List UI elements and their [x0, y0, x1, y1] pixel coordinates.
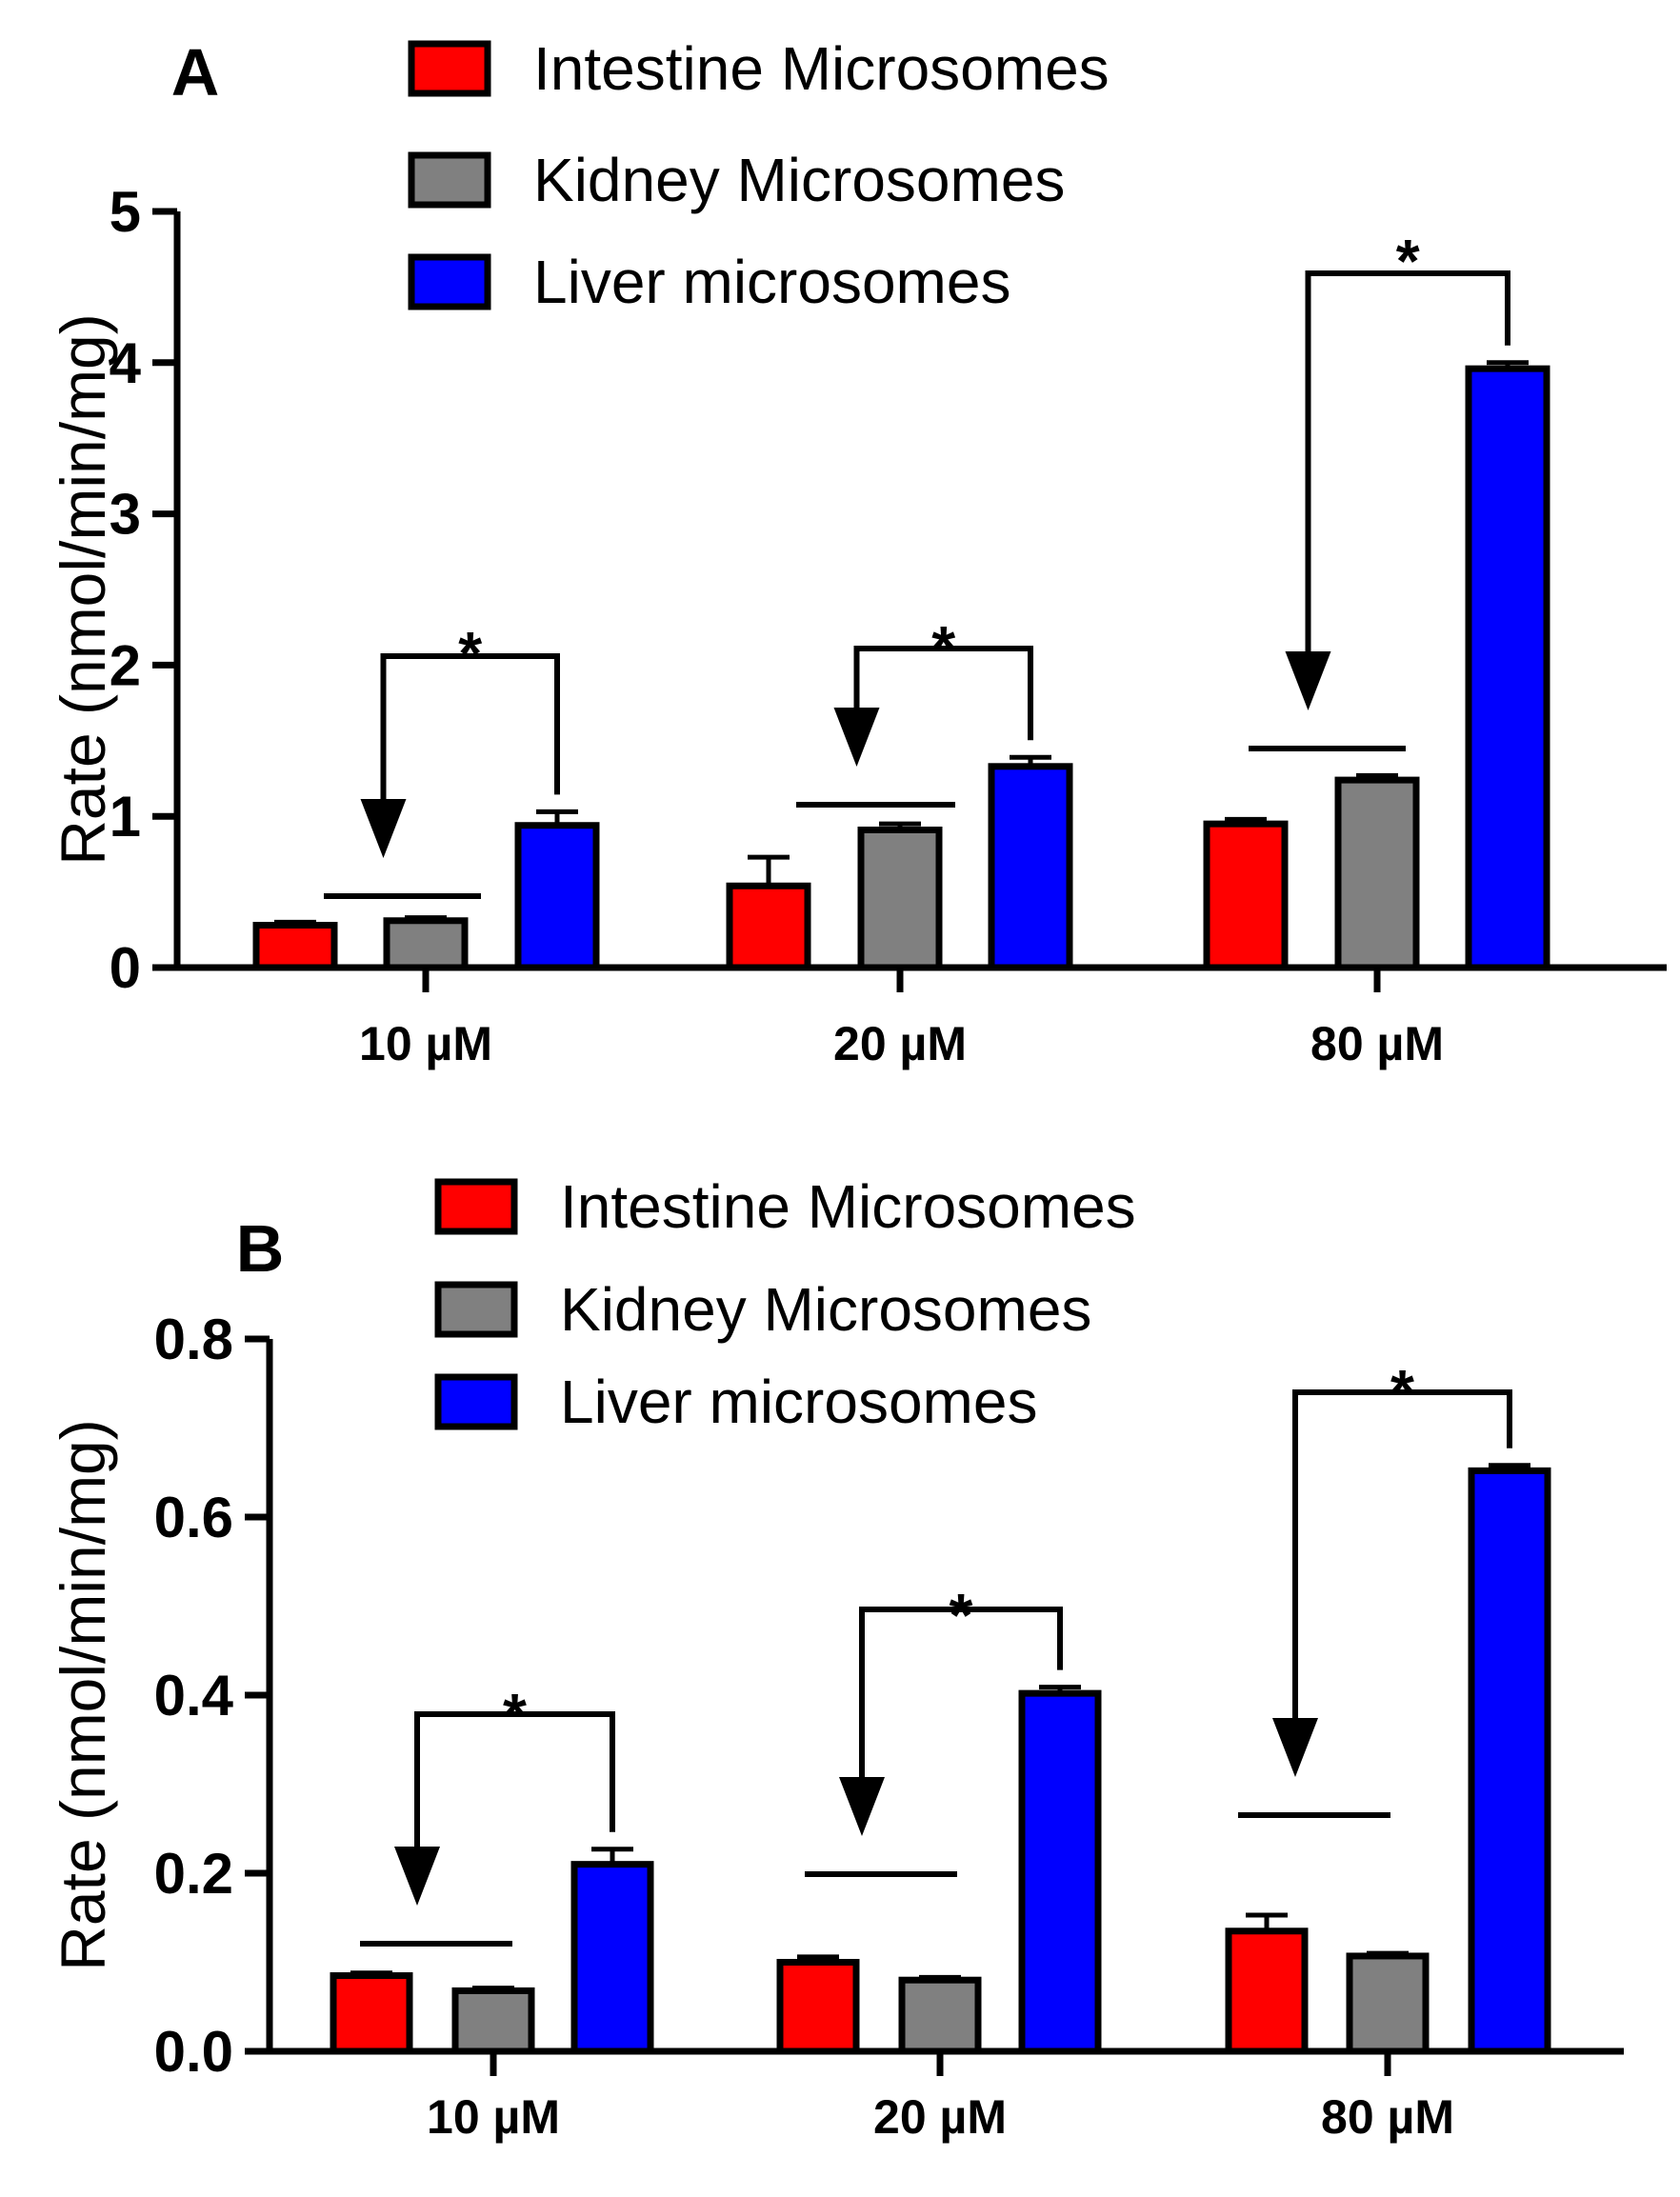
- legend-swatch: [434, 1178, 518, 1235]
- x-tick-label: 10 µM: [427, 2090, 560, 2144]
- bar: [1018, 1689, 1102, 2055]
- y-tick-label: 0.8: [154, 1308, 233, 1371]
- panel-a: A Intestine Microsomes Kidney Microsomes Li…: [48, 34, 1667, 1070]
- y-tick-label: 0.0: [154, 2020, 233, 2084]
- bar: [1225, 1927, 1309, 2055]
- bar: [1468, 1467, 1551, 2055]
- legend-swatch: [434, 1373, 518, 1430]
- bar: [383, 917, 469, 971]
- y-tick-label: 0.2: [154, 1842, 233, 1906]
- arrow-head: [360, 799, 407, 858]
- y-axis-label: Rate (nmol/min/mg): [48, 1419, 118, 1970]
- panel-letter: B: [236, 1211, 285, 1286]
- bar: [1465, 365, 1550, 971]
- bar: [1334, 776, 1420, 971]
- y-tick-label: 0: [110, 936, 141, 1000]
- legend-swatch: [408, 151, 491, 209]
- bar: [898, 1976, 982, 2055]
- legend-label: Intestine Microsomes: [560, 1172, 1136, 1241]
- significance-bracket: [380, 653, 560, 810]
- y-tick-label: 4: [110, 331, 142, 395]
- panel-b: B Intestine Microsomes Kidney Microsomes Li…: [48, 1172, 1624, 2144]
- bar: [988, 763, 1073, 971]
- legend-label: Liver microsomes: [533, 248, 1010, 316]
- legend-swatch: [434, 1281, 518, 1338]
- significance-star: *: [458, 619, 482, 688]
- x-tick-label: 80 µM: [1310, 1017, 1444, 1070]
- y-tick-label: 2: [110, 633, 141, 697]
- bar: [726, 882, 811, 971]
- bar: [1203, 820, 1289, 971]
- arrow-head: [394, 1847, 440, 1906]
- bar: [857, 826, 943, 971]
- legend-swatch: [408, 253, 491, 310]
- y-axis-label: Rate (nmol/min/mg): [48, 313, 118, 865]
- significance-star: *: [1390, 1357, 1414, 1426]
- significance-bracket: [853, 646, 1033, 741]
- y-tick-label: 1: [110, 785, 141, 849]
- legend-label: Kidney Microsomes: [533, 146, 1065, 214]
- bar: [570, 1861, 654, 2055]
- arrow-head: [833, 708, 880, 767]
- significance-bracket: [1305, 270, 1510, 663]
- bar: [514, 822, 600, 971]
- significance-star: *: [931, 613, 955, 682]
- y-tick-label: 0.6: [154, 1486, 233, 1549]
- panel-letter: A: [171, 35, 220, 110]
- x-tick-label: 20 µM: [833, 1017, 967, 1070]
- legend-label: Kidney Microsomes: [560, 1275, 1091, 1344]
- significance-star: *: [503, 1681, 527, 1749]
- significance-bracket: [414, 1711, 615, 1858]
- legend-label: Liver microsomes: [560, 1368, 1037, 1436]
- x-tick-label: 20 µM: [873, 2090, 1007, 2144]
- bar: [776, 1959, 860, 2055]
- bar: [330, 1972, 413, 2055]
- legend-label: Intestine Microsomes: [533, 34, 1110, 103]
- x-tick-label: 10 µM: [359, 1017, 492, 1070]
- significance-bracket: [1292, 1389, 1512, 1729]
- legend-swatch: [408, 40, 491, 97]
- bar: [252, 922, 338, 971]
- arrow-head: [1272, 1718, 1318, 1777]
- y-tick-label: 0.4: [154, 1664, 234, 1728]
- significance-star: *: [950, 1581, 973, 1649]
- y-tick-label: 5: [110, 180, 141, 244]
- y-tick-label: 3: [110, 483, 141, 547]
- x-tick-label: 80 µM: [1321, 2090, 1454, 2144]
- significance-star: *: [1396, 227, 1420, 295]
- arrow-head: [839, 1777, 885, 1836]
- bar: [1346, 1952, 1430, 2055]
- significance-bracket: [859, 1607, 1063, 1788]
- arrow-head: [1285, 651, 1331, 710]
- bar: [451, 1987, 535, 2055]
